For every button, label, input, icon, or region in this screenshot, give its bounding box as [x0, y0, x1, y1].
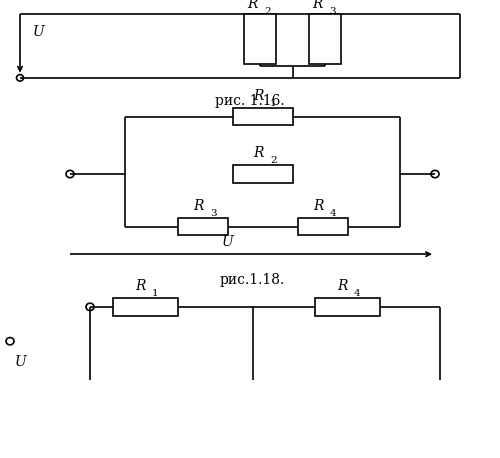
Text: U: U [32, 25, 44, 39]
Text: R: R [135, 279, 145, 293]
Text: U: U [222, 234, 234, 249]
Bar [232, 108, 292, 125]
Bar [178, 218, 228, 235]
Text: 2: 2 [264, 7, 270, 16]
Text: R: R [194, 199, 204, 213]
Text: 1: 1 [152, 289, 158, 298]
Bar [232, 165, 292, 183]
Text: R: R [254, 89, 264, 103]
Text: R: R [338, 279, 348, 293]
Text: 4: 4 [330, 208, 336, 218]
Text: R: R [254, 146, 264, 160]
Bar [315, 298, 380, 316]
Text: 3: 3 [329, 7, 336, 16]
Text: 2: 2 [270, 156, 276, 165]
Text: 4: 4 [354, 289, 360, 298]
Text: 1: 1 [270, 98, 276, 108]
Text: R: R [312, 0, 323, 11]
Text: 3: 3 [210, 208, 216, 218]
Text: R: R [248, 0, 258, 11]
Bar [112, 298, 178, 316]
Text: рис.1.18.: рис.1.18. [220, 273, 285, 287]
Bar [298, 218, 348, 235]
Text: U: U [15, 355, 27, 369]
Text: рис. 1.16.: рис. 1.16. [215, 94, 285, 108]
Bar [309, 14, 341, 64]
Text: R: R [314, 199, 324, 213]
Bar [244, 14, 276, 64]
